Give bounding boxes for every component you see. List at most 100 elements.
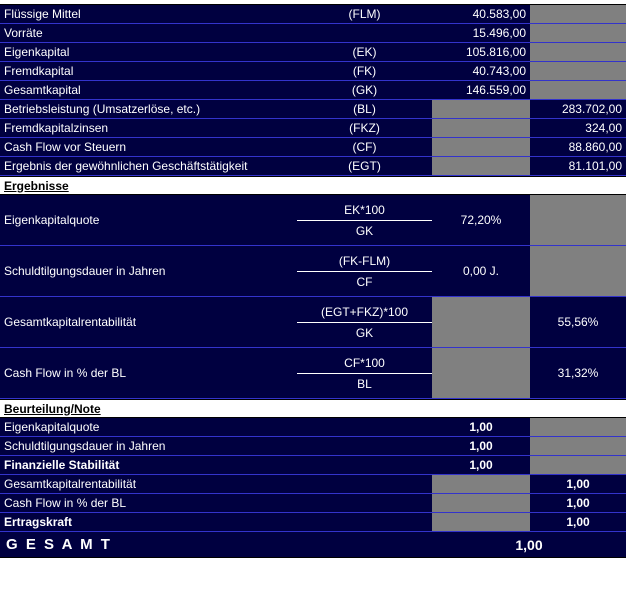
value-cell[interactable]: 1,00 <box>469 458 493 472</box>
value-cell[interactable]: 1,00 <box>469 439 493 453</box>
gray-cell[interactable] <box>432 157 530 175</box>
label-cell[interactable]: Gesamtkapital <box>4 83 81 97</box>
value-cell[interactable]: 1,00 <box>566 496 590 510</box>
label-cell[interactable]: Fremdkapital <box>4 64 74 78</box>
label-cell[interactable]: Betriebsleistung (Umsatzerlöse, etc.) <box>4 102 201 116</box>
label-cell[interactable]: Finanzielle Stabilität <box>4 458 120 472</box>
formula-cell[interactable]: EK*100 GK <box>297 195 432 245</box>
code-cell[interactable] <box>297 437 432 455</box>
label-cell[interactable]: Vorräte <box>4 26 43 40</box>
gray-cell[interactable] <box>530 43 626 61</box>
value-cell[interactable]: 55,56% <box>557 315 599 329</box>
code-cell[interactable]: (GK) <box>351 83 378 97</box>
value-cell[interactable]: 88.860,00 <box>568 140 622 154</box>
total-row: G E S A M T 1,00 <box>0 532 626 557</box>
label-cell[interactable]: Schuldtilgungsdauer in Jahren <box>4 264 166 278</box>
gray-cell[interactable] <box>530 246 626 296</box>
code-cell[interactable] <box>297 418 432 436</box>
data-row: Fremdkapital (FK) 40.743,00 <box>0 62 626 81</box>
value-cell[interactable]: 105.816,00 <box>465 45 526 59</box>
label-cell[interactable]: Gesamtkapitalrentabilität <box>4 315 137 329</box>
gray-cell[interactable] <box>432 119 530 137</box>
gray-cell[interactable] <box>432 348 530 398</box>
label-cell[interactable]: Ertragskraft <box>4 515 73 529</box>
code-cell[interactable]: (FLM) <box>348 7 381 21</box>
formula-row: Gesamtkapitalrentabilität (EGT+FKZ)*100 … <box>0 297 626 348</box>
label-cell[interactable]: Eigenkapitalquote <box>4 420 100 434</box>
value-cell[interactable]: 40.583,00 <box>472 7 526 21</box>
gray-cell[interactable] <box>432 494 530 512</box>
value-cell[interactable]: 1,00 <box>469 420 493 434</box>
fraction-denominator: BL <box>357 376 372 391</box>
label-cell[interactable]: Cash Flow vor Steuern <box>4 140 127 154</box>
gray-cell[interactable] <box>530 437 626 455</box>
value-cell[interactable]: 324,00 <box>585 121 622 135</box>
formula-row: Schuldtilgungsdauer in Jahren (FK-FLM) C… <box>0 246 626 297</box>
total-value[interactable]: 1,00 <box>515 536 543 553</box>
code-cell[interactable]: (EGT) <box>348 159 381 173</box>
fraction-numerator: CF*100 <box>297 354 432 374</box>
value-cell[interactable]: 146.559,00 <box>465 83 526 97</box>
section-header-ergebnisse: Ergebnisse <box>0 176 626 195</box>
label-cell[interactable]: Cash Flow in % der BL <box>4 496 127 510</box>
section-title: Ergebnisse <box>4 178 69 193</box>
gray-cell[interactable] <box>530 418 626 436</box>
gray-cell[interactable] <box>432 513 530 531</box>
data-row: Vorräte 15.496,00 <box>0 24 626 43</box>
label-cell[interactable]: Schuldtilgungsdauer in Jahren <box>4 439 166 453</box>
code-cell[interactable] <box>297 513 432 531</box>
gray-cell[interactable] <box>432 475 530 493</box>
gray-cell[interactable] <box>530 5 626 23</box>
value-cell[interactable]: 283.702,00 <box>561 102 622 116</box>
gray-cell[interactable] <box>530 62 626 80</box>
label-cell[interactable]: Flüssige Mittel <box>4 7 81 21</box>
value-cell[interactable]: 15.496,00 <box>472 26 526 40</box>
value-cell[interactable]: 31,32% <box>557 366 599 380</box>
total-label[interactable]: G E S A M T <box>6 536 112 553</box>
gray-cell[interactable] <box>530 81 626 99</box>
formula-cell[interactable]: (EGT+FKZ)*100 GK <box>297 297 432 347</box>
label-cell[interactable]: Ergebnis der gewöhnlichen Geschäftstätig… <box>4 159 248 173</box>
label-cell[interactable]: Fremdkapitalzinsen <box>4 121 109 135</box>
gray-cell[interactable] <box>432 297 530 347</box>
section-header-beurteilung: Beurteilung/Note <box>0 399 626 418</box>
gray-cell[interactable] <box>432 138 530 156</box>
value-cell[interactable]: 1,00 <box>566 515 590 529</box>
formula-cell[interactable]: CF*100 BL <box>297 348 432 398</box>
value-cell[interactable]: 81.101,00 <box>568 159 622 173</box>
gray-cell[interactable] <box>530 24 626 42</box>
formula-cell[interactable]: (FK-FLM) CF <box>297 246 432 296</box>
section-title: Beurteilung/Note <box>4 401 101 416</box>
label-cell[interactable]: Eigenkapital <box>4 45 70 59</box>
code-cell[interactable]: (EK) <box>352 45 377 59</box>
code-cell[interactable] <box>297 456 432 474</box>
code-cell[interactable]: (FK) <box>352 64 377 78</box>
value-cell[interactable]: 0,00 J. <box>462 264 500 278</box>
fraction-numerator: EK*100 <box>297 201 432 221</box>
fraction-denominator: GK <box>355 325 374 340</box>
code-cell[interactable]: (FKZ) <box>349 121 380 135</box>
code-cell[interactable] <box>297 494 432 512</box>
code-cell[interactable]: (BL) <box>353 102 376 116</box>
code-cell[interactable]: (CF) <box>352 140 377 154</box>
rating-row: Finanzielle Stabilität 1,00 <box>0 456 626 475</box>
label-cell[interactable]: Cash Flow in % der BL <box>4 366 127 380</box>
formula-row: Eigenkapitalquote EK*100 GK 72,20% <box>0 195 626 246</box>
gray-cell[interactable] <box>432 100 530 118</box>
label-cell[interactable]: Gesamtkapitalrentabilität <box>4 477 137 491</box>
code-cell[interactable] <box>297 475 432 493</box>
data-row: Cash Flow vor Steuern (CF) 88.860,00 <box>0 138 626 157</box>
rating-row: Schuldtilgungsdauer in Jahren 1,00 <box>0 437 626 456</box>
fraction-numerator: (FK-FLM) <box>297 252 432 272</box>
data-row: Ergebnis der gewöhnlichen Geschäftstätig… <box>0 157 626 176</box>
value-cell[interactable]: 40.743,00 <box>472 64 526 78</box>
gray-cell[interactable] <box>530 456 626 474</box>
value-cell[interactable]: 1,00 <box>566 477 590 491</box>
fraction-denominator: CF <box>356 274 373 289</box>
formula-row: Cash Flow in % der BL CF*100 BL 31,32% <box>0 348 626 399</box>
label-cell[interactable]: Eigenkapitalquote <box>4 213 100 227</box>
gray-cell[interactable] <box>530 195 626 245</box>
spreadsheet: Flüssige Mittel (FLM) 40.583,00 Vorräte … <box>0 4 626 558</box>
value-cell[interactable]: 72,20% <box>460 213 502 227</box>
code-cell[interactable] <box>297 24 432 42</box>
